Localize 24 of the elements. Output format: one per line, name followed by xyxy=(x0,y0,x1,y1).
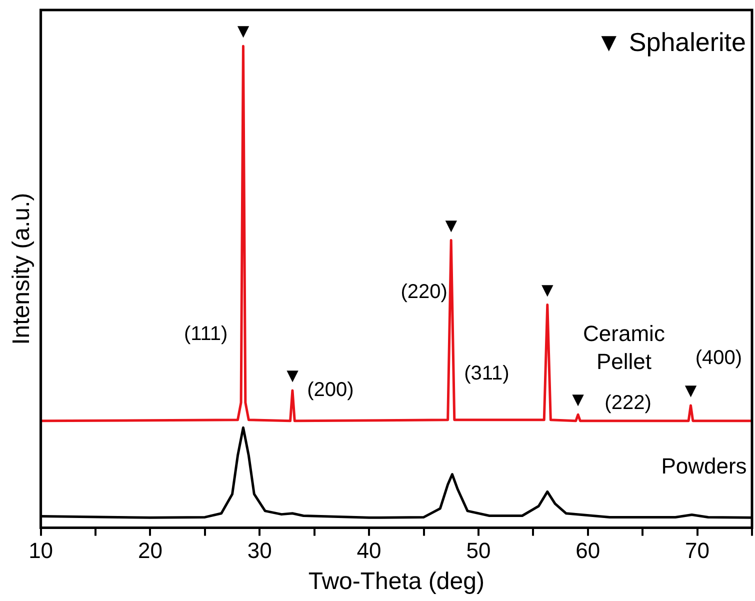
annotation: (400) xyxy=(695,346,742,369)
annotation: (111) xyxy=(184,323,228,346)
annotation: ▼ xyxy=(441,214,462,237)
x-tick-label: 70 xyxy=(685,538,710,564)
x-tick-label: 50 xyxy=(466,538,491,564)
series-label: Powders xyxy=(661,454,747,479)
y-axis-title: Intensity (a.u.) xyxy=(8,192,36,345)
x-axis-title: Two-Theta (deg) xyxy=(308,568,484,596)
annotation: ▼ xyxy=(233,20,254,43)
annotation: (311) xyxy=(464,362,510,385)
x-tick-label: 60 xyxy=(576,538,600,564)
annotation: ▼ xyxy=(680,380,701,402)
annotation: (222) xyxy=(604,392,652,414)
x-tick-label: 40 xyxy=(356,538,382,564)
annotation: ▼ xyxy=(568,389,588,412)
x-tick-label: 20 xyxy=(138,538,162,564)
x-tick-label: 10 xyxy=(28,538,54,564)
x-tick-label: 30 xyxy=(247,538,272,564)
annotation: ▼ xyxy=(537,279,558,302)
annotation: (220) xyxy=(400,280,448,303)
annotation: (200) xyxy=(307,379,354,402)
series-label: Ceramic Pellet xyxy=(583,320,665,374)
annotation: ▼ xyxy=(282,365,302,388)
annotation: ▼ Sphalerite xyxy=(596,27,746,58)
